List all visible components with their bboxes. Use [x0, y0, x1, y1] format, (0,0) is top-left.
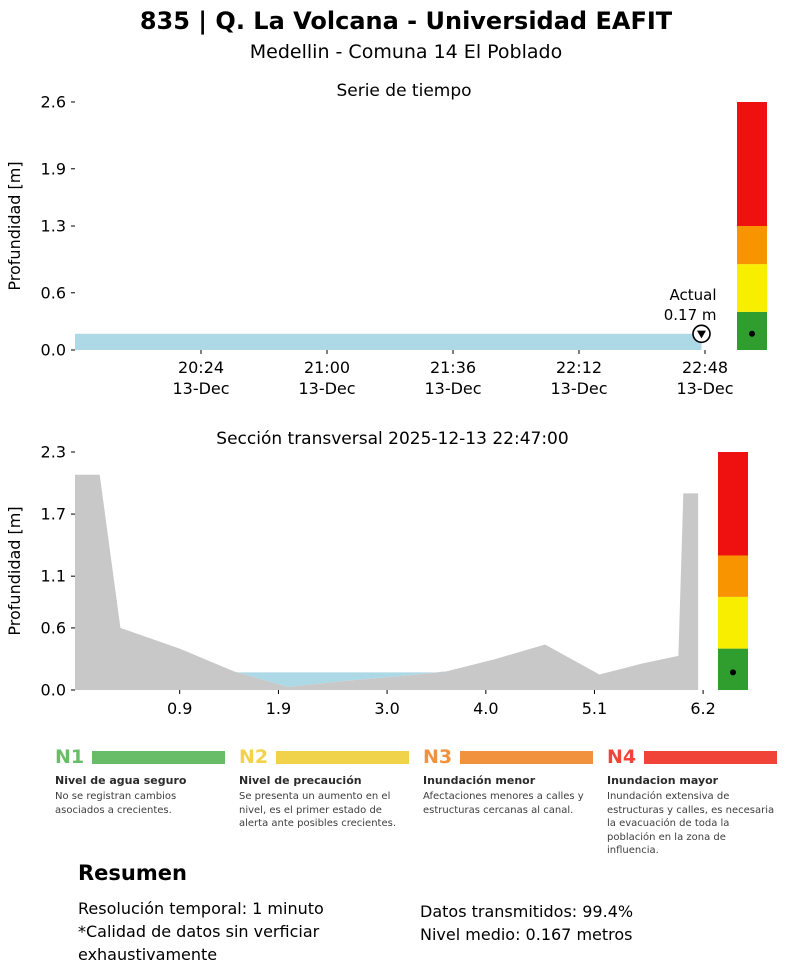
cross-section-title: Sección transversal 2025-12-13 22:47:00 [216, 429, 568, 449]
alert-level-description: No se registran cambios asociados a crec… [55, 791, 177, 816]
y-tick-label: 0.0 [41, 681, 66, 700]
x-tick-date: 13-Dec [424, 379, 481, 398]
x-tick-time: 22:12 [556, 358, 602, 377]
alert-level-n3: N3 Inundación menor Afectaciones menores… [423, 748, 593, 858]
alert-level-description: Se presenta un aumento en el nivel, es e… [239, 791, 397, 829]
colorbar-segment-n3 [718, 555, 748, 597]
summary-section: Resumen Resolución temporal: 1 minuto *C… [78, 861, 768, 967]
colorbar-current-level-dot [749, 330, 755, 337]
alert-level-title: Inundación menor [423, 774, 536, 787]
x-tick-label: 0.9 [167, 699, 192, 718]
page-subtitle: Medellin - Comuna 14 El Poblado [249, 40, 563, 63]
alert-level-color-bar [92, 751, 225, 764]
x-tick-label: 4.0 [473, 699, 498, 718]
x-tick-time: 20:24 [178, 358, 224, 377]
y-tick-label: 0.6 [41, 283, 66, 302]
x-tick-label: 3.0 [374, 699, 399, 718]
alert-level-title: Inundacion mayor [607, 774, 719, 787]
colorbar-segment-n3 [737, 226, 767, 265]
y-tick-label: 0.6 [41, 618, 66, 637]
summary-data-transmitted: Datos transmitidos: 99.4% [420, 902, 634, 921]
colorbar-segment-n2 [737, 264, 767, 312]
y-tick-label: 1.7 [41, 505, 66, 524]
water-surface [235, 671, 444, 687]
x-tick-date: 13-Dec [172, 379, 229, 398]
y-tick-label: 1.9 [41, 159, 66, 178]
x-tick-label: 1.9 [266, 699, 291, 718]
x-tick-date: 13-Dec [550, 379, 607, 398]
current-level-annotation: Actual [670, 286, 717, 304]
y-tick-label: 2.3 [41, 443, 66, 462]
channel-terrain [75, 474, 699, 690]
alert-colorbar [718, 452, 748, 690]
x-tick-time: 21:36 [430, 358, 476, 377]
colorbar-segment-n4 [737, 102, 767, 226]
alert-level-color-bar [276, 751, 409, 764]
summary-quality-note: *Calidad de datos sin verficiar exhausti… [78, 922, 320, 965]
cross-section-chart: Sección transversal 2025-12-13 22:47:00 P… [5, 429, 748, 718]
alert-legend: N1 Nivel de agua seguro No se registran … [55, 748, 777, 858]
x-tick-date: 13-Dec [676, 379, 733, 398]
alert-colorbar [737, 102, 767, 350]
alert-level-code: N2 [239, 746, 269, 768]
report-header: 835 | Q. La Volcana - Universidad EAFIT … [0, 7, 812, 63]
x-tick-label: 6.2 [690, 699, 715, 718]
summary-heading: Resumen [78, 861, 187, 885]
x-tick-time: 22:48 [682, 358, 728, 377]
colorbar-segment-n2 [718, 596, 748, 649]
x-tick-date: 13-Dec [298, 379, 355, 398]
summary-temporal-resolution: Resolución temporal: 1 minuto [78, 899, 324, 918]
page-title: 835 | Q. La Volcana - Universidad EAFIT [139, 7, 673, 35]
alert-level-code: N1 [55, 746, 85, 768]
water-level-band [75, 333, 702, 350]
alert-level-title: Nivel de agua seguro [55, 774, 187, 787]
colorbar-current-level-dot [730, 669, 736, 676]
alert-level-description: Afectaciones menores a calles y estructu… [423, 791, 584, 816]
alert-level-code: N3 [423, 746, 453, 768]
x-tick-label: 5.1 [582, 699, 607, 718]
y-tick-label: 1.3 [41, 217, 66, 236]
alert-level-color-bar [644, 751, 777, 764]
y-tick-label: 0.0 [41, 341, 66, 360]
timeseries-title: Serie de tiempo [336, 81, 471, 101]
alert-level-description: Inundación extensiva de estructuras y ca… [607, 791, 775, 856]
alert-level-n1: N1 Nivel de agua seguro No se registran … [55, 748, 225, 858]
alert-level-n2: N2 Nivel de precaución Se presenta un au… [239, 748, 409, 858]
colorbar-segment-n4 [718, 452, 748, 556]
timeseries-ylabel: Profundidad [m] [5, 161, 24, 290]
alert-level-color-bar [460, 751, 593, 764]
y-tick-label: 1.1 [41, 567, 66, 586]
triangle-down-icon [697, 330, 706, 339]
alert-level-code: N4 [607, 746, 637, 768]
cross-section-ylabel: Profundidad [m] [5, 506, 24, 635]
colorbar-segment-n1 [718, 648, 748, 690]
x-tick-time: 21:00 [304, 358, 350, 377]
current-level-value: 0.17 m [664, 306, 717, 324]
y-tick-label: 2.6 [41, 93, 66, 112]
alert-level-n4: N4 Inundacion mayor Inundación extensiva… [607, 748, 777, 858]
alert-level-title: Nivel de precaución [239, 774, 362, 787]
timeseries-chart: Serie de tiempo Profundidad [m] 0.0 0.6 1.3 1… [5, 81, 767, 398]
summary-mean-level: Nivel medio: 0.167 metros [420, 925, 633, 945]
